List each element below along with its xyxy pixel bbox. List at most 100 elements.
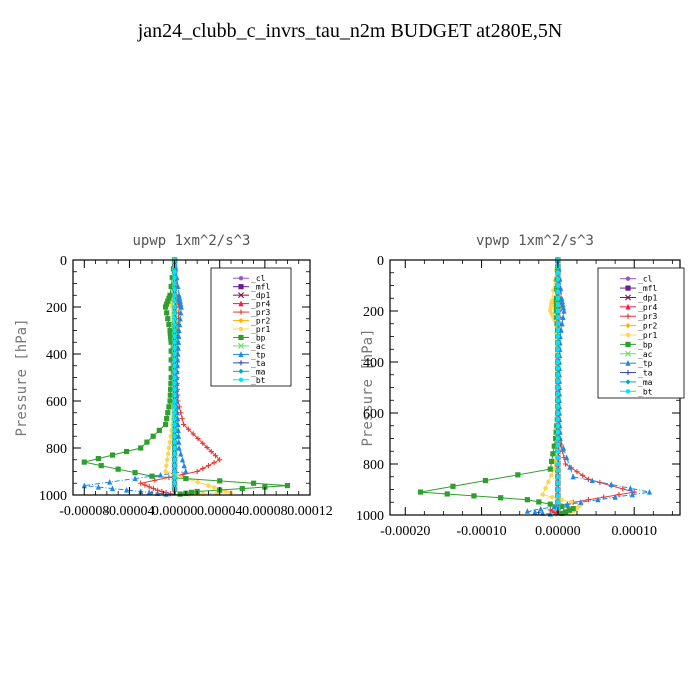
y-tick-label: 0: [60, 254, 67, 269]
data-point: [172, 457, 177, 462]
data-point: [559, 510, 565, 517]
data-point: [168, 283, 174, 290]
data-point: [164, 463, 169, 468]
data-point: [555, 302, 561, 307]
data-point: [589, 477, 595, 484]
data-point: [168, 357, 174, 363]
legend-label: _bp: [638, 340, 653, 349]
data-point: [555, 398, 561, 403]
data-point: [555, 372, 561, 377]
data-point: [178, 410, 184, 416]
data-point: [560, 304, 567, 311]
legend-label: _tp: [251, 350, 266, 359]
data-point: [555, 493, 561, 499]
data-point: [190, 431, 196, 437]
data-point: [177, 321, 183, 328]
data-point: [172, 381, 177, 386]
y-tick-label: 200: [363, 305, 384, 320]
data-point: [471, 493, 477, 499]
legend-label: _pr2: [251, 317, 270, 326]
data-point: [124, 448, 130, 455]
legend-marker: [625, 379, 631, 385]
data-point: [178, 450, 184, 457]
data-point: [95, 455, 101, 462]
data-point: [559, 503, 565, 509]
legend-entry: _tp: [233, 350, 266, 359]
data-point: [81, 482, 87, 489]
data-point: [156, 427, 162, 433]
data-point: [167, 330, 173, 337]
data-point: [555, 449, 561, 454]
data-point: [181, 462, 187, 469]
legend-label: _pr2: [638, 322, 657, 331]
data-point: [558, 285, 564, 292]
legend-entry: _pr2: [233, 317, 270, 326]
data-point: [612, 494, 618, 500]
data-point: [206, 483, 211, 488]
legend-marker: [625, 360, 631, 366]
legend-entry: _cl: [620, 275, 653, 284]
data-point: [172, 469, 177, 474]
legend-marker: [625, 369, 631, 376]
data-point: [597, 479, 603, 486]
data-point: [178, 309, 184, 316]
legend-entry: _ta: [233, 359, 266, 368]
data-point: [555, 385, 561, 390]
data-point: [172, 375, 177, 380]
data-point: [172, 316, 177, 321]
data-point: [177, 295, 183, 301]
data-point: [561, 307, 567, 314]
data-point: [175, 339, 182, 345]
legend-label: _bt: [638, 387, 653, 396]
data-point: [560, 314, 566, 320]
legend-marker: [238, 377, 244, 382]
data-point: [595, 496, 601, 503]
data-point: [536, 499, 542, 505]
data-point: [450, 483, 456, 489]
data-point: [555, 340, 561, 346]
data-point: [168, 339, 174, 345]
data-point: [172, 340, 177, 345]
data-point: [183, 468, 189, 475]
data-point: [559, 320, 565, 327]
data-point: [188, 489, 195, 495]
data-point: [138, 480, 144, 486]
data-point: [168, 380, 174, 386]
data-point: [168, 374, 174, 381]
legend-label: _ma: [638, 378, 653, 387]
series-bt: [172, 257, 177, 495]
data-point: [217, 457, 223, 463]
data-point: [172, 410, 177, 415]
legend-marker: [238, 368, 244, 374]
data-point: [172, 281, 177, 286]
data-point: [176, 333, 182, 339]
data-point: [524, 508, 530, 514]
data-point: [195, 479, 200, 485]
legend-marker: [238, 300, 244, 307]
legend-label: _ta: [251, 359, 266, 368]
legend-marker: [238, 351, 244, 357]
data-point: [555, 487, 561, 492]
data-point: [555, 353, 561, 358]
data-point: [555, 461, 561, 467]
legend-marker: [238, 276, 244, 281]
data-point: [176, 327, 182, 334]
data-point: [81, 459, 87, 465]
data-point: [132, 475, 138, 482]
data-point: [175, 345, 181, 351]
data-point: [157, 471, 164, 478]
data-point: [538, 505, 544, 512]
legend-marker: [238, 360, 244, 366]
data-point: [555, 404, 561, 409]
data-point: [177, 491, 183, 497]
data-point: [444, 491, 450, 497]
legend-label: _mfl: [638, 284, 657, 293]
legend-marker: [625, 313, 631, 319]
legend-entry: _mfl: [620, 284, 657, 293]
data-point: [559, 295, 565, 301]
data-point: [574, 469, 580, 475]
data-point: [172, 451, 177, 457]
data-point: [547, 466, 553, 472]
legend-marker: [625, 350, 631, 357]
